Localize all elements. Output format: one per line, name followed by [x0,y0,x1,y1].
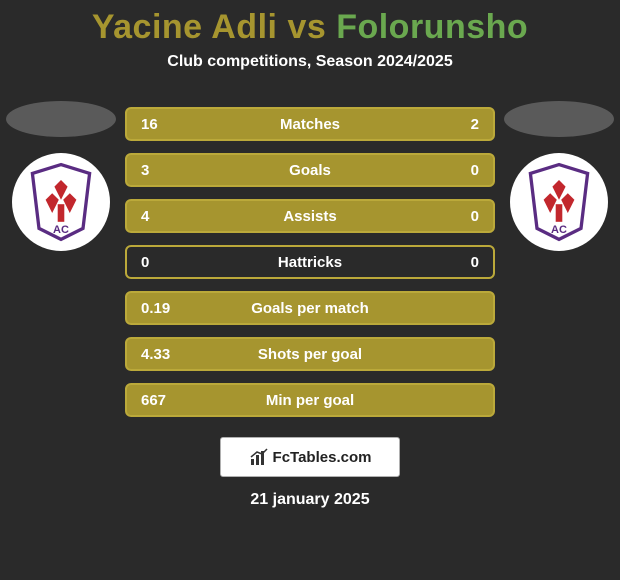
club-badge-right: AC [510,153,608,251]
fctables-logo[interactable]: FcTables.com [220,437,400,477]
stat-label: Matches [181,116,439,133]
stat-right-value: 2 [439,116,479,133]
stat-row: 667Min per goal [125,383,495,417]
stat-left-value: 3 [141,162,181,179]
stat-row: 0Hattricks0 [125,245,495,279]
player1-oval [6,101,116,137]
stat-label: Assists [181,208,439,225]
stat-row: 3Goals0 [125,153,495,187]
stat-label: Min per goal [181,392,439,409]
chart-icon [249,447,269,467]
stats-list: 16Matches23Goals04Assists00Hattricks00.1… [125,89,495,417]
date-text: 21 january 2025 [0,491,620,509]
svg-text:AC: AC [53,224,69,236]
fiorentina-icon: AC [526,162,592,242]
stat-left-value: 4.33 [141,346,181,363]
stat-right-value: 0 [439,208,479,225]
stat-left-value: 4 [141,208,181,225]
player2-oval [504,101,614,137]
stat-label: Goals per match [181,300,439,317]
stat-row: 4Assists0 [125,199,495,233]
main-area: AC AC 16Matches23Goals04Assists00Hattric… [0,89,620,417]
comparison-title: Yacine Adli vs Folorunsho [0,0,620,47]
stat-row: 0.19Goals per match [125,291,495,325]
stat-right-value: 0 [439,254,479,271]
stat-row: 4.33Shots per goal [125,337,495,371]
vs-word: vs [287,8,336,46]
stat-right-value: 0 [439,162,479,179]
fctables-text: FcTables.com [273,449,372,466]
stat-label: Goals [181,162,439,179]
club-badge-left: AC [12,153,110,251]
stat-left-value: 667 [141,392,181,409]
stat-label: Shots per goal [181,346,439,363]
stat-left-value: 0.19 [141,300,181,317]
fiorentina-icon: AC [28,162,94,242]
stat-left-value: 0 [141,254,181,271]
svg-text:AC: AC [551,224,567,236]
player1-name: Yacine Adli [92,8,278,46]
player2-name: Folorunsho [336,8,528,46]
stat-row: 16Matches2 [125,107,495,141]
subtitle: Club competitions, Season 2024/2025 [0,53,620,71]
stat-label: Hattricks [181,254,439,271]
stat-left-value: 16 [141,116,181,133]
